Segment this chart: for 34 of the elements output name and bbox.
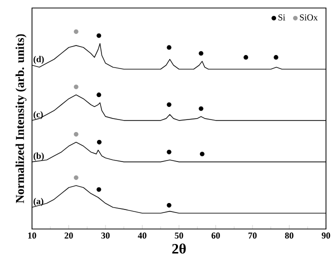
point <box>74 84 78 90</box>
annotation: (d) <box>34 56 44 64</box>
point <box>200 152 204 156</box>
x-tick-label: 60 <box>212 232 220 239</box>
point <box>74 29 78 34</box>
point <box>96 92 102 98</box>
point <box>166 150 172 154</box>
point <box>74 132 78 137</box>
point <box>244 55 248 60</box>
x-tick-label: 40 <box>138 232 146 239</box>
point <box>166 45 172 50</box>
annotation: (c) <box>34 111 43 120</box>
x-tick-label: 30 <box>101 232 110 239</box>
point <box>198 51 204 56</box>
point <box>96 140 102 144</box>
point <box>198 106 204 111</box>
x-tick-label: 50 <box>174 232 184 239</box>
point <box>96 187 102 192</box>
point <box>274 55 278 60</box>
point <box>96 33 102 38</box>
point <box>166 102 172 107</box>
annotation: (a) <box>34 198 44 206</box>
point <box>166 203 172 208</box>
y-axis-title: Normalized Intensity (arb. units) <box>16 34 26 204</box>
x-tick-label: 20 <box>64 232 73 239</box>
x-tick-label: 10 <box>28 232 36 239</box>
annotation: (b) <box>34 152 44 161</box>
x-tick-label: 80 <box>285 232 294 239</box>
x-axis-title: 2θ <box>172 243 186 254</box>
legend-label: Si <box>278 14 286 20</box>
point <box>74 175 78 180</box>
legend-label: SiOx <box>300 14 318 20</box>
x-tick-label: 70 <box>248 232 257 239</box>
x-tick-label: 90 <box>322 232 330 239</box>
